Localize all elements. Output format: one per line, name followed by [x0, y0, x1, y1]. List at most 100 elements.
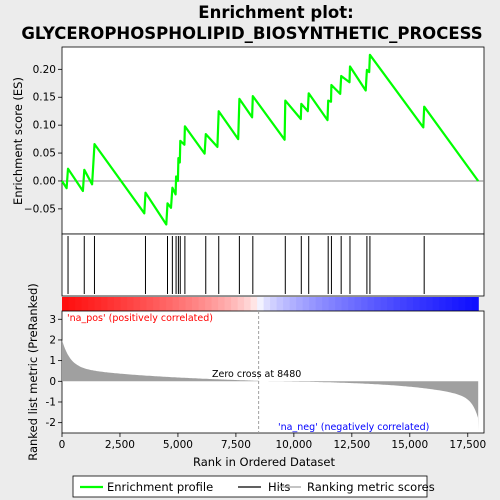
color-bar-segment	[140, 297, 148, 311]
color-bar-segment	[458, 297, 466, 311]
color-bar-segment	[322, 297, 330, 311]
es-ytick-label: 0.05	[33, 148, 56, 160]
color-bar-segment	[328, 297, 336, 311]
es-ytick-label: 0.20	[33, 64, 56, 76]
chart-title-line-2: GLYCEROPHOSPHOLIPID_BIOSYNTHETIC_PROCESS	[21, 24, 482, 43]
color-bar-segment	[94, 297, 102, 311]
color-bar-segment	[211, 297, 219, 311]
color-bar-segment	[218, 297, 226, 311]
color-bar-segment	[107, 297, 115, 311]
color-bar-segment	[237, 297, 245, 311]
color-bar-segment	[387, 297, 395, 311]
x-tick-label: 2,500	[105, 439, 135, 451]
es-ytick-label: 0.10	[33, 120, 56, 132]
es-panel	[61, 46, 485, 235]
color-bar-segment	[419, 297, 427, 311]
color-bar-segment	[263, 297, 271, 311]
color-bar-segment	[452, 297, 460, 311]
color-bar-segment	[244, 297, 252, 311]
color-bar-segment	[341, 297, 349, 311]
color-bar-segment	[465, 297, 473, 311]
color-bar-segment	[367, 297, 375, 311]
color-bar-segment	[348, 297, 356, 311]
ranking-metric-area	[62, 339, 479, 431]
x-tick-label: 10,000	[275, 439, 312, 451]
es-ytick-label: −0.05	[24, 203, 56, 215]
color-bar-segment	[354, 297, 362, 311]
color-bar-segment	[296, 297, 304, 311]
color-bar-segment	[361, 297, 369, 311]
legend-profile-label: Enrichment profile	[107, 480, 213, 494]
rank-ytick-label: 3	[49, 314, 56, 326]
x-tick-label: 15,000	[391, 439, 428, 451]
color-bar-segment	[400, 297, 408, 311]
color-bar-segment	[257, 297, 265, 311]
rank-ytick-label: 2	[49, 334, 56, 346]
color-bar-segment	[62, 297, 70, 311]
color-bar-segment	[406, 297, 414, 311]
legend-metric-label: Ranking metric scores	[307, 480, 435, 494]
x-tick-label: 17,500	[449, 439, 486, 451]
color-bar-segment	[88, 297, 96, 311]
color-bar-segment	[445, 297, 453, 311]
color-bar-segment	[75, 297, 83, 311]
color-bar-segment	[315, 297, 323, 311]
color-bar-segment	[302, 297, 310, 311]
x-axis-label: Rank in Ordered Dataset	[193, 455, 336, 469]
color-bar-segment	[146, 297, 154, 311]
x-tick-label: 0	[59, 439, 66, 451]
color-bar-segment	[198, 297, 206, 311]
color-bar-segment	[231, 297, 239, 311]
es-ytick-label: 0.00	[33, 175, 56, 187]
color-bar-segment	[179, 297, 187, 311]
es-ytick-label: 0.15	[33, 92, 56, 104]
rank-ytick-label: 1	[49, 355, 56, 367]
enrichment-profile-line	[61, 53, 480, 226]
color-bar-segment	[283, 297, 291, 311]
color-bar-segment	[439, 297, 447, 311]
x-tick-label: 5,000	[163, 439, 193, 451]
color-bar-segment	[432, 297, 440, 311]
rank-ylabel: Ranked list metric (PreRanked)	[26, 283, 40, 461]
color-bar-segment	[413, 297, 421, 311]
chart-title-line-1: Enrichment plot:	[198, 3, 353, 22]
positive-correlation-label: 'na_pos' (positively correlated)	[67, 313, 213, 324]
color-bar-segment	[270, 297, 278, 311]
x-tick-label: 12,500	[333, 439, 370, 451]
rank-ytick-label: -2	[46, 417, 56, 429]
color-bar-segment	[374, 297, 382, 311]
color-bar-segment	[224, 297, 232, 311]
color-bar-segment	[205, 297, 213, 311]
rank-ytick-label: 0	[49, 376, 56, 388]
color-bar-segment	[172, 297, 180, 311]
color-bar-segment	[159, 297, 167, 311]
color-bar-segment	[426, 297, 434, 311]
color-bar-segment	[120, 297, 128, 311]
rank-ytick-label: -1	[46, 396, 56, 408]
color-bar-segment	[276, 297, 284, 311]
color-bar-segment	[185, 297, 193, 311]
rank-color-bar	[62, 297, 479, 311]
color-bar-segment	[309, 297, 317, 311]
color-bar-segment	[192, 297, 200, 311]
color-bar-segment	[68, 297, 76, 311]
color-bar-segment	[81, 297, 89, 311]
color-bar-segment	[101, 297, 109, 311]
rank-panel	[61, 310, 485, 434]
hits-panel	[61, 233, 485, 297]
negative-correlation-label: 'na_neg' (negatively correlated)	[278, 422, 429, 433]
legend: Enrichment profile Hits Ranking metric s…	[72, 475, 435, 498]
color-bar-segment	[250, 297, 258, 311]
color-bar-segment	[166, 297, 174, 311]
zero-cross-label: Zero cross at 8480	[212, 369, 301, 380]
color-bar-segment	[393, 297, 401, 311]
color-bar-segment	[114, 297, 122, 311]
color-bar-segment	[471, 297, 479, 311]
color-bar-segment	[133, 297, 141, 311]
color-bar-segment	[380, 297, 388, 311]
color-bar-segment	[335, 297, 343, 311]
color-bar-segment	[289, 297, 297, 311]
es-ylabel: Enrichment score (ES)	[11, 77, 25, 205]
color-bar-segment	[153, 297, 161, 311]
